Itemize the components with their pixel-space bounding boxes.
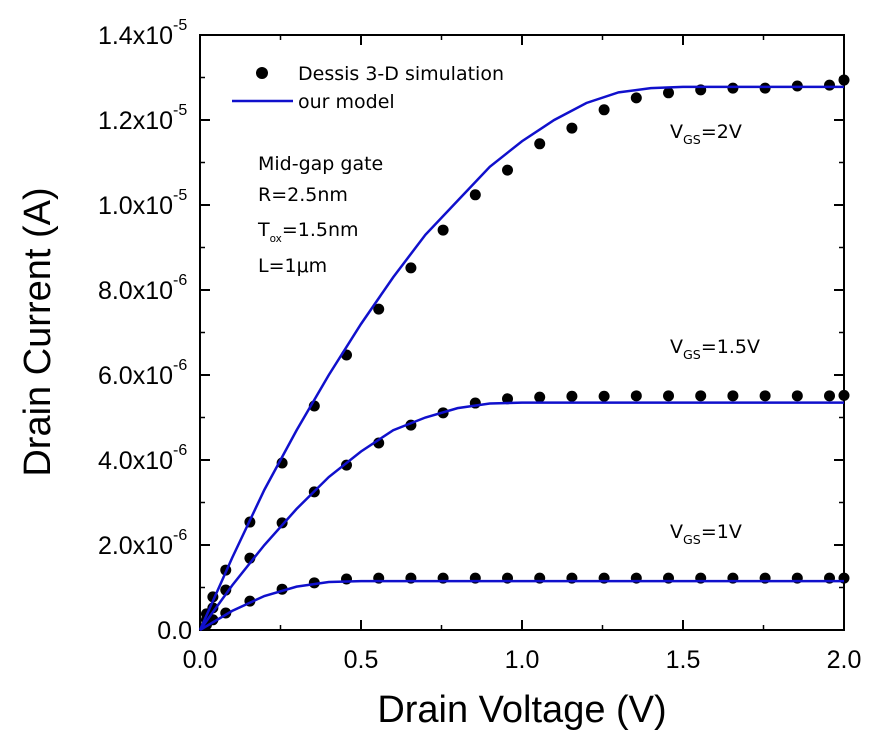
- annotation-tail: =1.5V: [701, 336, 760, 358]
- data-point: [566, 122, 578, 134]
- y-tick-mantissa: 1.2x10: [98, 107, 173, 135]
- y-tick-mantissa: 8.0x10: [98, 277, 173, 305]
- annotation-text: V: [670, 121, 683, 143]
- y-tick-mantissa: 6.0x10: [98, 362, 173, 390]
- annotation-text: L=1μm: [258, 255, 327, 277]
- model-line: [198, 85, 844, 631]
- annotation-text: V: [670, 336, 683, 358]
- y-tick-mantissa: 4.0x10: [98, 447, 173, 475]
- y-tick-mantissa: 0.0: [157, 617, 192, 645]
- annotation-subscript: GS: [683, 347, 701, 362]
- annotation-subscript: GS: [683, 532, 701, 547]
- y-tick-exponent: -5: [173, 187, 187, 204]
- data-point: [598, 104, 610, 116]
- y-tick-label: 4.0x10: [98, 447, 173, 475]
- legend-label: our model: [298, 91, 395, 113]
- annotation: Mid-gap gate: [258, 153, 383, 175]
- data-point: [566, 390, 578, 402]
- y-tick-exponent: -6: [173, 442, 187, 459]
- annotation-text: Mid-gap gate: [258, 153, 383, 175]
- y-tick-exponent: -6: [173, 527, 187, 544]
- data-point: [824, 390, 836, 402]
- data-point: [534, 138, 546, 150]
- data-point: [502, 393, 514, 405]
- data-point: [695, 390, 707, 402]
- y-tick-label: 8.0x10: [98, 277, 173, 305]
- data-point: [502, 164, 514, 176]
- y-tick-exponent: -6: [173, 357, 187, 374]
- x-tick-label: 2.0: [827, 646, 862, 674]
- data-point: [791, 390, 803, 402]
- y-tick-mantissa: 1.0x10: [98, 192, 173, 220]
- data-point: [437, 224, 449, 236]
- data-point: [373, 303, 385, 315]
- model-line: [199, 579, 844, 632]
- y-axis-label: Drain Current (A): [17, 187, 59, 476]
- model-line: [198, 401, 844, 631]
- data-point: [598, 390, 610, 402]
- data-point: [276, 517, 288, 529]
- y-tick-label: 0.0: [157, 617, 192, 645]
- annotation-text: R=2.5nm: [258, 184, 348, 206]
- annotation-subscript: ox: [270, 233, 282, 245]
- annotation: VGS=1V: [670, 521, 742, 547]
- annotation-tail: =1.5nm: [282, 219, 359, 241]
- data-point: [220, 584, 232, 596]
- y-tick-exponent: -6: [173, 272, 187, 289]
- data-point: [759, 390, 771, 402]
- data-point: [469, 189, 481, 201]
- y-tick-label: 1.4x10: [98, 22, 173, 50]
- y-tick-mantissa: 2.0x10: [98, 532, 173, 560]
- y-tick-mantissa: 1.4x10: [98, 22, 173, 50]
- data-point: [630, 92, 642, 104]
- annotation: R=2.5nm: [258, 184, 348, 206]
- data-point: [663, 390, 675, 402]
- data-point: [727, 82, 739, 94]
- x-tick-label: 0.0: [183, 646, 218, 674]
- annotation: L=1μm: [258, 255, 327, 277]
- data-point: [663, 87, 675, 99]
- plot-frame: [199, 34, 845, 631]
- annotation-tail: =1V: [701, 521, 742, 543]
- annotation: VGS=1.5V: [670, 336, 760, 362]
- annotation-tail: =2V: [701, 121, 742, 143]
- data-point: [727, 390, 739, 402]
- y-tick-label: 1.0x10: [98, 192, 173, 220]
- y-tick-exponent: -5: [173, 17, 187, 34]
- y-tick-label: 6.0x10: [98, 362, 173, 390]
- x-tick-label: 1.5: [666, 646, 701, 674]
- x-tick-label: 1.0: [505, 646, 540, 674]
- annotation-text: V: [670, 521, 683, 543]
- x-axis-label: Drain Voltage (V): [377, 689, 666, 731]
- legend-marker: [256, 67, 268, 79]
- x-tick-label: 0.5: [344, 646, 379, 674]
- data-point: [759, 82, 771, 94]
- annotation: Tox=1.5nm: [257, 219, 359, 245]
- data-point: [630, 390, 642, 402]
- y-tick-exponent: -5: [173, 102, 187, 119]
- data-point: [824, 79, 836, 91]
- annotation: VGS=2V: [670, 121, 742, 147]
- y-tick-label: 1.2x10: [98, 107, 173, 135]
- data-point: [405, 262, 417, 274]
- annotation-subscript: GS: [683, 132, 701, 147]
- y-tick-label: 2.0x10: [98, 532, 173, 560]
- annotation-text: T: [257, 219, 270, 241]
- data-point: [534, 391, 546, 403]
- data-point: [838, 74, 850, 86]
- legend-label: Dessis 3-D simulation: [298, 63, 504, 85]
- data-point: [838, 389, 850, 401]
